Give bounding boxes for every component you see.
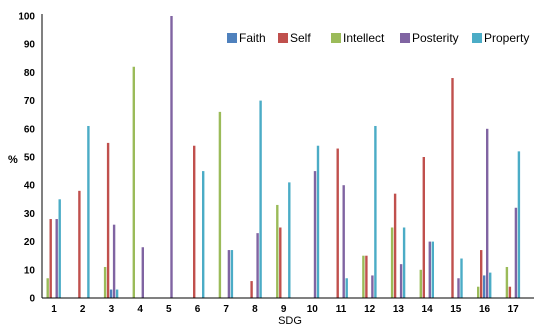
bar-property-sdg-2	[87, 125, 90, 298]
bar-posterity-sdg-12	[371, 275, 374, 298]
bar-property-sdg-8	[259, 100, 262, 298]
bar-self-sdg-2	[78, 190, 81, 298]
x-tick-label: 8	[252, 304, 258, 315]
x-tick-label: 14	[422, 304, 434, 315]
bar-intellect-sdg-1	[46, 278, 49, 298]
bar-posterity-sdg-16	[486, 128, 489, 298]
bar-intellect-sdg-13	[390, 227, 394, 298]
bar-posterity-sdg-3	[112, 224, 116, 298]
y-tick-label: 100	[18, 12, 35, 23]
bar-faith-sdg-16	[483, 275, 486, 298]
y-tick-label: 50	[24, 153, 36, 164]
bar-self-sdg-8	[250, 281, 253, 298]
bar-posterity-sdg-8	[256, 233, 259, 298]
x-tick-label: 4	[137, 304, 143, 315]
y-tick-label: 90	[24, 40, 36, 51]
x-tick-label: 11	[336, 304, 347, 315]
bar-property-sdg-13	[402, 227, 406, 298]
x-tick-label: 6	[195, 304, 201, 315]
bar-property-sdg-14	[431, 241, 434, 298]
legend-swatch-intellect	[331, 33, 341, 43]
legend-swatch-faith	[227, 33, 237, 43]
x-tick-label: 12	[364, 304, 376, 315]
y-tick-label: 70	[24, 96, 36, 107]
legend-label-faith: Faith	[239, 31, 266, 45]
legend-label-self: Self	[290, 31, 311, 45]
x-tick-label: 3	[109, 304, 115, 315]
bar-property-sdg-16	[489, 272, 492, 298]
bar-self-sdg-1	[49, 219, 52, 298]
legend: Faith Self Intellect Posterity Property	[227, 31, 529, 45]
x-tick-label: 9	[281, 304, 287, 315]
legend-label-posterity: Posterity	[412, 31, 459, 45]
bar-property-sdg-6	[202, 171, 205, 298]
x-tick-label: 16	[479, 304, 491, 315]
legend-swatch-posterity	[400, 33, 410, 43]
bar-posterity-sdg-13	[399, 264, 403, 298]
bar-property-sdg-7	[230, 250, 234, 298]
legend-swatch-self	[278, 33, 288, 43]
bar-intellect-sdg-3	[103, 266, 107, 298]
bar-intellect-sdg-16	[477, 286, 480, 298]
bar-self-sdg-6	[193, 145, 196, 298]
bar-posterity-sdg-5	[170, 16, 173, 298]
bar-self-sdg-14	[422, 157, 425, 298]
bar-posterity-sdg-10	[313, 171, 317, 298]
bar-posterity-sdg-14	[428, 241, 431, 298]
x-tick-label: 1	[51, 304, 57, 315]
x-tick-label: 7	[223, 304, 229, 315]
bar-property-sdg-15	[460, 258, 463, 298]
x-axis-title: SDG	[278, 315, 302, 327]
bar-self-sdg-12	[365, 255, 368, 298]
bar-self-sdg-15	[451, 78, 454, 298]
legend-label-intellect: Intellect	[343, 31, 385, 45]
y-tick-label: 20	[24, 237, 36, 248]
bar-self-sdg-3	[106, 142, 110, 298]
bar-property-sdg-11	[345, 278, 348, 298]
bars	[46, 16, 521, 298]
bar-intellect-sdg-7	[218, 111, 222, 298]
x-tick-label: 5	[166, 304, 172, 315]
bar-intellect-sdg-12	[362, 255, 365, 298]
x-tick-label: 10	[307, 304, 319, 315]
bar-intellect-sdg-17	[505, 266, 509, 298]
bar-posterity-sdg-1	[55, 219, 58, 298]
bar-property-sdg-12	[374, 125, 377, 298]
y-tick-label: 0	[29, 294, 35, 305]
bar-posterity-sdg-11	[342, 185, 345, 298]
bar-property-sdg-10	[316, 145, 320, 298]
bar-property-sdg-9	[288, 182, 291, 298]
legend-label-property: Property	[484, 31, 529, 45]
legend-swatch-property	[472, 33, 482, 43]
bar-intellect-sdg-14	[419, 269, 422, 298]
x-tick-label: 17	[508, 304, 520, 315]
x-tick-label: 15	[450, 304, 462, 315]
bar-property-sdg-1	[58, 199, 61, 298]
bar-property-sdg-3	[115, 289, 119, 298]
y-tick-label: 10	[24, 265, 36, 276]
y-tick-label: 60	[24, 124, 36, 135]
y-axis-title: %	[8, 154, 18, 166]
bar-faith-sdg-3	[109, 289, 113, 298]
x-axis-ticks: 1 2 3 4 5 6 7 8 9 10 11 12 13 14 15 16 17	[51, 304, 519, 315]
bar-self-sdg-9	[279, 227, 282, 298]
y-tick-label: 30	[24, 209, 36, 220]
bar-intellect-sdg-9	[276, 204, 279, 298]
bar-intellect-sdg-4	[132, 66, 135, 298]
y-tick-label: 80	[24, 68, 36, 79]
x-tick-label: 13	[393, 304, 405, 315]
bar-self-sdg-13	[393, 193, 397, 298]
bar-property-sdg-17	[517, 151, 521, 298]
bar-self-sdg-16	[480, 250, 483, 298]
bar-posterity-sdg-17	[514, 207, 518, 298]
x-tick-label: 2	[80, 304, 86, 315]
bar-self-sdg-17	[508, 286, 512, 298]
bar-self-sdg-11	[336, 148, 339, 298]
y-tick-label: 40	[24, 181, 36, 192]
bar-posterity-sdg-4	[141, 247, 144, 298]
bar-posterity-sdg-7	[227, 250, 231, 298]
bar-posterity-sdg-15	[457, 278, 460, 298]
y-axis-ticks: 0 10 20 30 40 50 60 70 80 90 100	[18, 12, 35, 305]
